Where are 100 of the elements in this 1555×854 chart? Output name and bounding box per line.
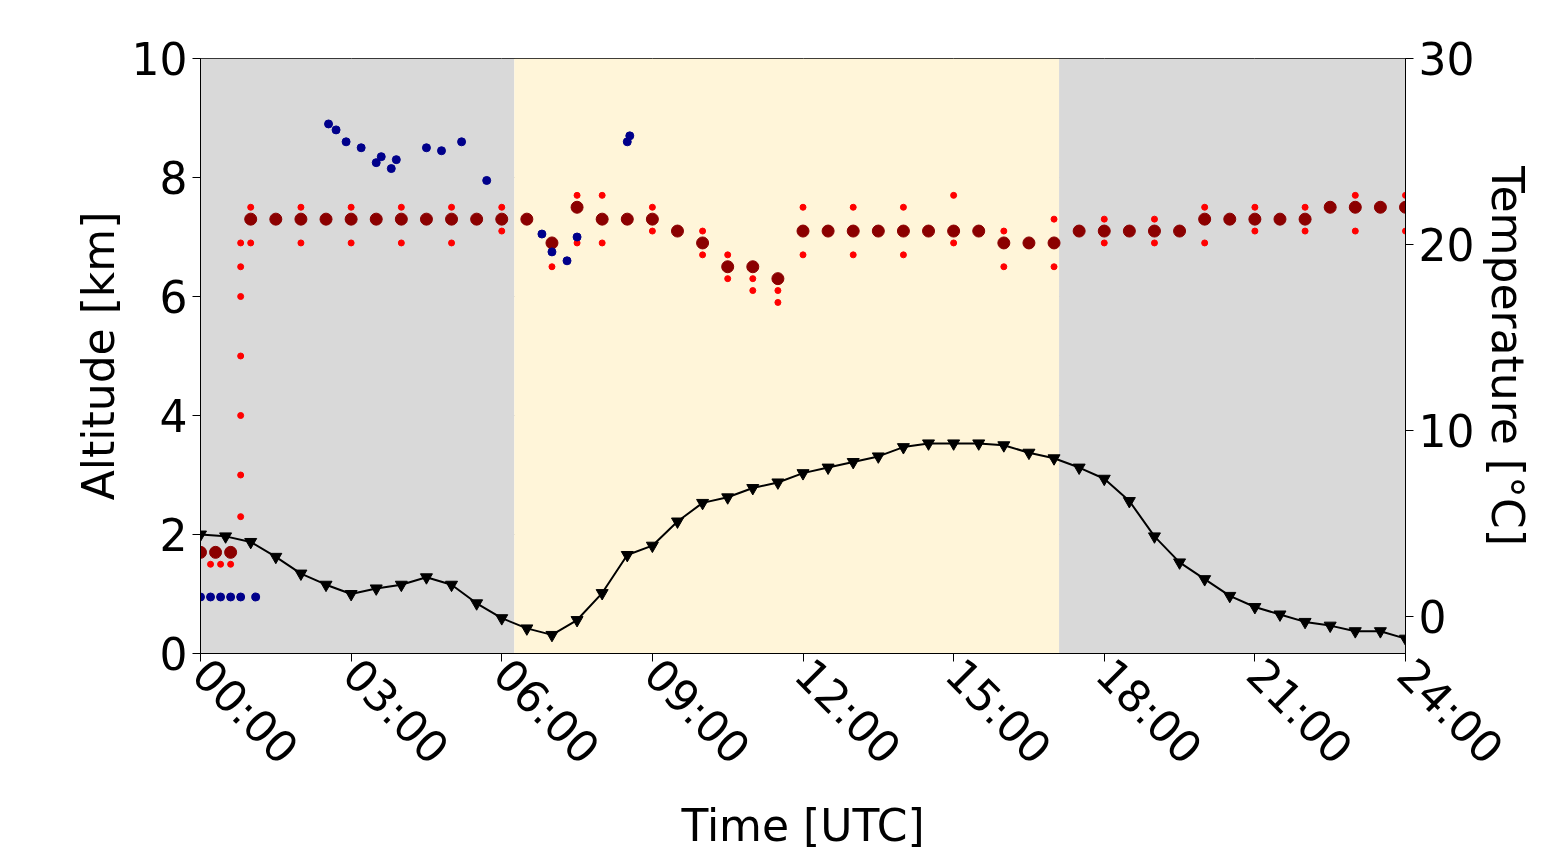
point [1323, 621, 1337, 634]
point [294, 212, 308, 226]
point [371, 158, 381, 168]
point [922, 224, 936, 238]
point [331, 125, 341, 135]
point [386, 164, 396, 174]
point [1198, 212, 1212, 226]
point [394, 580, 408, 593]
point [1373, 627, 1387, 639]
point [721, 260, 735, 274]
point [1173, 224, 1187, 238]
point [997, 236, 1011, 250]
point [570, 616, 584, 628]
y-tick-label: 10 [131, 34, 188, 85]
point [470, 212, 484, 226]
y-axis-title: Altitude [km] [72, 211, 124, 501]
point [997, 441, 1011, 453]
y2-tick-label: 20 [1418, 219, 1475, 271]
point [344, 212, 358, 226]
point [457, 137, 467, 147]
point [1097, 474, 1111, 487]
point [1072, 463, 1086, 475]
point [846, 458, 860, 470]
point [520, 624, 534, 636]
point [645, 212, 659, 226]
point [319, 580, 333, 593]
point [1047, 454, 1061, 466]
point [1047, 236, 1061, 250]
point [206, 592, 216, 602]
point [721, 493, 735, 505]
point [470, 599, 484, 611]
point [1072, 224, 1086, 238]
point [1173, 558, 1187, 570]
point [645, 541, 659, 554]
point [376, 152, 386, 162]
point [1273, 212, 1287, 226]
point [344, 590, 358, 602]
point [269, 212, 283, 226]
point [1348, 627, 1362, 639]
point [369, 212, 383, 226]
point [1298, 617, 1312, 630]
y2-axis-title: Temperature [°C] [1482, 165, 1534, 546]
point [796, 224, 810, 238]
point [1147, 224, 1161, 238]
point [369, 584, 383, 596]
point [947, 439, 961, 451]
point [570, 200, 584, 214]
point [1198, 575, 1212, 587]
point [595, 212, 609, 226]
point [495, 212, 509, 226]
point [871, 452, 885, 464]
point [595, 589, 609, 601]
point [696, 498, 710, 511]
point [324, 119, 334, 129]
point [545, 630, 559, 643]
point [482, 175, 492, 185]
point [562, 256, 572, 266]
point [796, 469, 810, 481]
point [547, 247, 557, 257]
point [1223, 591, 1237, 604]
point [746, 260, 760, 274]
point [236, 592, 246, 602]
x-axis-title: Time [UTC] [680, 800, 925, 852]
point [1348, 200, 1362, 214]
point [972, 224, 986, 238]
point [209, 545, 223, 559]
point [1248, 603, 1262, 615]
point [1022, 236, 1036, 250]
point [746, 484, 760, 496]
point [821, 224, 835, 238]
point [1147, 532, 1161, 544]
point [972, 439, 986, 451]
point [896, 443, 910, 455]
point [545, 236, 559, 250]
point [269, 552, 283, 565]
point [251, 592, 261, 602]
point [821, 463, 835, 475]
point [445, 580, 459, 593]
point [696, 236, 710, 250]
point [620, 212, 634, 226]
point [445, 212, 459, 226]
y-tick-label: 4 [159, 391, 188, 442]
y2-tick-label: 0 [1418, 591, 1447, 643]
point [419, 573, 433, 585]
point [219, 532, 233, 544]
point [244, 537, 258, 550]
point [1122, 497, 1136, 509]
point [391, 155, 401, 165]
y-tick-label: 0 [159, 629, 188, 680]
point [625, 131, 635, 141]
point [1122, 224, 1136, 238]
point [620, 550, 634, 563]
point [1273, 610, 1287, 622]
point [670, 517, 684, 529]
point [1097, 224, 1111, 238]
y-tick-label: 2 [159, 510, 188, 561]
point [771, 272, 785, 286]
point [1248, 212, 1262, 226]
point [294, 569, 308, 581]
point [419, 212, 433, 226]
